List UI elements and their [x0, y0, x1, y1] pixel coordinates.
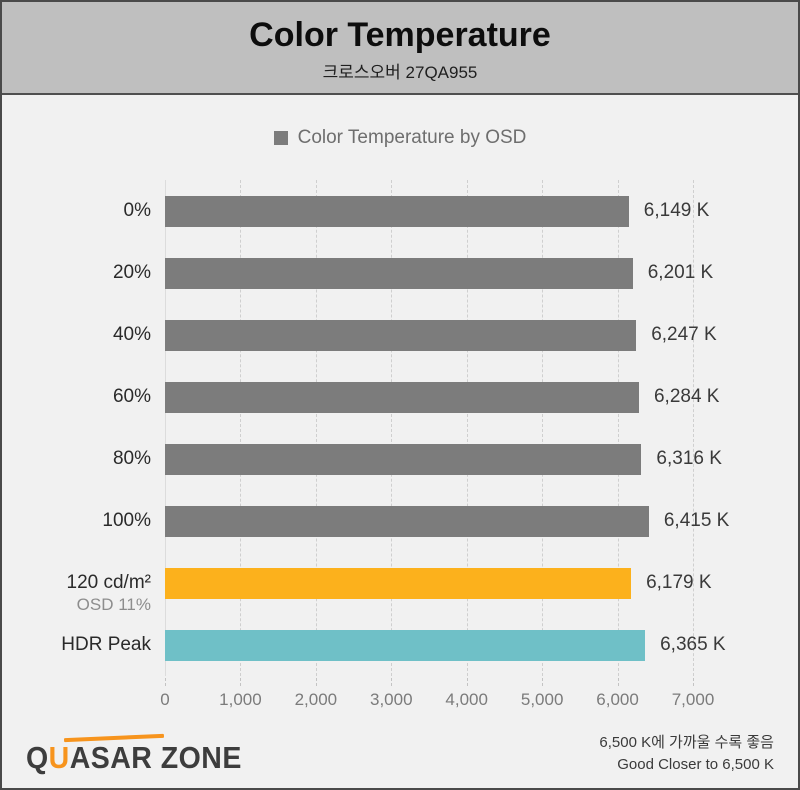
chart-row: 80% 6,316 K: [2, 428, 798, 490]
chart-row: 100% 6,415 K: [2, 490, 798, 552]
category-label: 60%: [112, 386, 151, 407]
chart-header: Color Temperature 크로스오버 27QA955: [2, 2, 798, 95]
bar-track: 6,201 K: [165, 257, 713, 289]
chart-row: 40% 6,247 K: [2, 304, 798, 366]
x-tick-label: 4,000: [445, 690, 488, 709]
category-label: 120 cd/m²: [66, 572, 151, 593]
value-label: 6,247 K: [651, 324, 717, 345]
chart-rows: 0% 6,149 K 20% 6,201 K 40% 6,247 K 60%: [2, 180, 798, 676]
value-label: 6,201 K: [647, 262, 714, 283]
chart-footer: QUASAR ZONE 6,500 K에 가까울 수록 좋음 Good Clos…: [2, 716, 798, 776]
chart-row: 0% 6,149 K: [2, 180, 798, 242]
footnote-english: Good Closer to 6,500 K: [617, 756, 774, 773]
value-label: 6,316 K: [656, 448, 722, 469]
x-tick-label: 7,000: [671, 690, 715, 709]
category-cell: 80%: [2, 428, 165, 490]
x-tick-mark: [542, 678, 544, 686]
category-cell: 60%: [2, 366, 165, 428]
x-tick-label: 2,000: [294, 690, 338, 709]
quasarzone-logo: QUASAR ZONE: [26, 732, 261, 776]
x-tick-label: 6,000: [596, 690, 639, 709]
x-tick-mark: [315, 678, 317, 686]
x-tick-mark: [391, 678, 393, 686]
bar: [165, 381, 639, 413]
bar-track: 6,365 K: [165, 629, 726, 661]
bar-track: 6,415 K: [165, 505, 729, 537]
logo-letter-u: U: [48, 740, 70, 775]
category-cell: 0%: [2, 180, 165, 242]
logo-text: QUASAR ZONE: [26, 740, 242, 776]
chart-title: Color Temperature: [249, 15, 551, 54]
bar: [165, 505, 649, 537]
chart-row: 60% 6,284 K: [2, 366, 798, 428]
category-cell: 120 cd/m² OSD 11%: [2, 552, 165, 614]
footnote: 6,500 K에 가까울 수록 좋음 Good Closer to 6,500 …: [599, 732, 774, 776]
value-label: 6,415 K: [663, 510, 730, 531]
bar: [165, 319, 637, 351]
bar: [165, 629, 646, 661]
chart-row: 20% 6,201 K: [2, 242, 798, 304]
x-tick-mark: [165, 678, 166, 686]
bar: [165, 195, 629, 227]
category-label: HDR Peak: [61, 634, 151, 655]
logo-letters-rest: ASAR ZONE: [69, 740, 242, 775]
bar-track: 6,179 K: [165, 567, 712, 599]
bar-track: 6,284 K: [165, 381, 719, 413]
chart-row: HDR Peak 6,365 K: [2, 614, 798, 676]
x-tick-label: 3,000: [370, 690, 413, 709]
x-tick-mark: [240, 678, 242, 686]
value-label: 6,179 K: [646, 572, 712, 593]
category-label: 40%: [112, 324, 151, 345]
logo-letter-q: Q: [26, 740, 49, 775]
x-axis: 0 1,000 2,000 3,000 4,000 5,000 6,000 7,000: [2, 676, 798, 716]
value-label: 6,365 K: [660, 634, 726, 655]
value-label: 6,284 K: [653, 386, 720, 407]
bar: [165, 443, 642, 475]
chart-row: 120 cd/m² OSD 11% 6,179 K: [2, 552, 798, 614]
legend-swatch-icon: [273, 131, 288, 145]
value-label: 6,149 K: [643, 200, 710, 221]
bar-track: 6,247 K: [165, 319, 717, 351]
category-label: 20%: [112, 262, 151, 283]
bar-chart: 0% 6,149 K 20% 6,201 K 40% 6,247 K 60%: [2, 180, 798, 676]
x-tick-mark: [617, 678, 619, 686]
category-label: 100%: [102, 510, 151, 531]
category-sublabel: OSD 11%: [76, 595, 151, 614]
category-cell: 20%: [2, 242, 165, 304]
category-label: 0%: [123, 200, 151, 221]
bar: [165, 257, 633, 289]
legend-label: Color Temperature by OSD: [297, 127, 527, 148]
x-tick-label: 0: [160, 690, 170, 709]
bar: [165, 567, 632, 599]
x-tick-label: 1,000: [219, 690, 262, 709]
category-cell: 100%: [2, 490, 165, 552]
bar-track: 6,149 K: [165, 195, 709, 227]
x-tick-mark: [466, 678, 468, 686]
category-cell: HDR Peak: [2, 614, 165, 676]
bar-track: 6,316 K: [165, 443, 722, 475]
chart-legend: Color Temperature by OSD: [2, 125, 798, 151]
chart-subtitle: 크로스오버 27QA955: [322, 62, 478, 82]
category-label: 80%: [112, 448, 151, 469]
x-tick-mark: [693, 678, 694, 686]
footnote-korean: 6,500 K에 가까울 수록 좋음: [599, 734, 774, 751]
x-tick-label: 5,000: [520, 690, 564, 709]
category-cell: 40%: [2, 304, 165, 366]
